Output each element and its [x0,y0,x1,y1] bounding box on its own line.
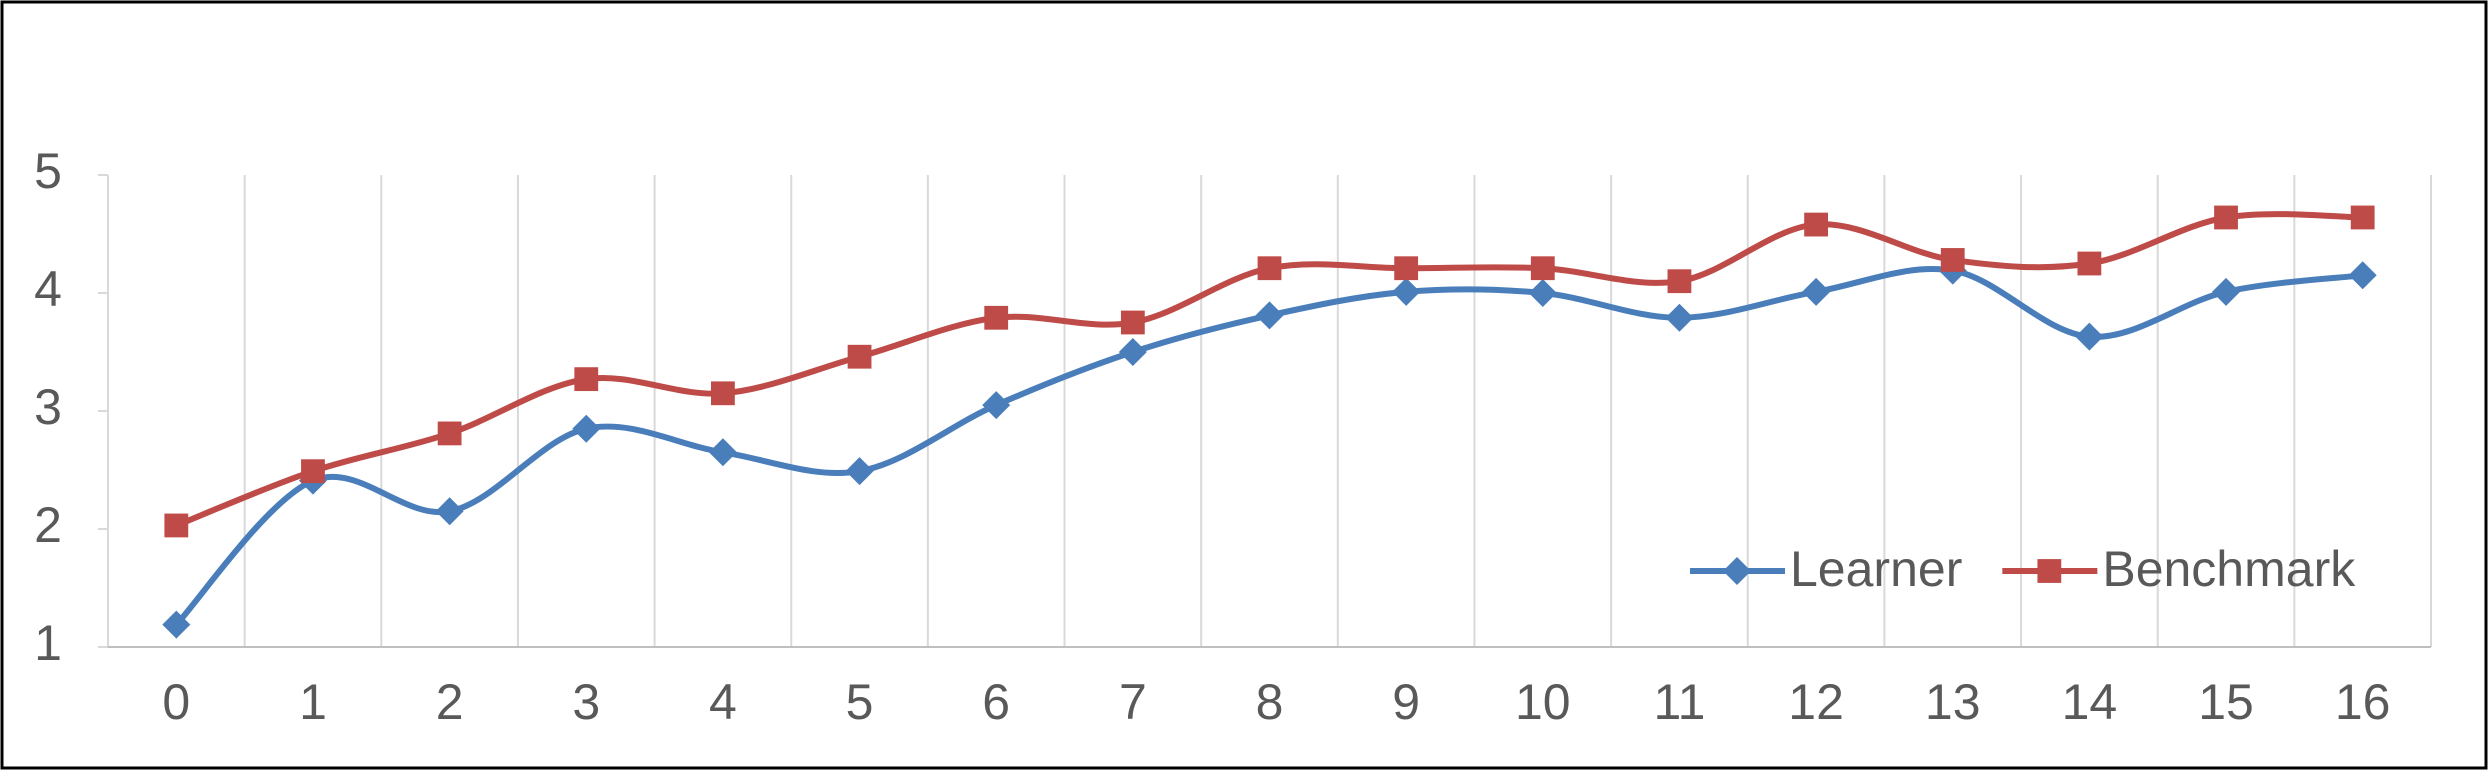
x-tick-label: 9 [1392,674,1420,730]
diamond-marker [1528,279,1557,307]
square-marker [847,344,872,369]
square-marker [1257,256,1282,281]
diamond-marker [1392,277,1421,306]
diamond-marker [1255,301,1284,330]
x-tick-label: 13 [1925,674,1981,730]
square-marker [164,513,189,538]
square-marker [437,421,462,446]
diamond-marker [1723,557,1751,585]
square-marker [1667,269,1692,294]
y-tick-label: 4 [34,261,62,317]
square-marker [1394,256,1419,281]
square-marker [1120,310,1145,335]
diamond-marker [435,497,464,526]
square-marker [574,367,599,392]
square-marker [301,459,325,484]
y-tick-label: 5 [34,143,62,199]
square-marker [2350,205,2375,230]
diamond-marker [2348,261,2377,290]
diamond-marker [2212,277,2241,306]
square-marker [2214,205,2238,230]
diamond-marker [1665,303,1694,332]
x-tick-label: 1 [299,674,327,730]
y-tick-label: 3 [34,379,62,435]
y-tick-label: 2 [34,497,62,553]
square-marker [1940,248,1965,272]
diamond-marker [2075,322,2104,351]
diamond-marker [1802,277,1831,306]
x-tick-label: 0 [162,674,190,730]
legend-label: Learner [1790,541,1962,597]
x-tick-label: 8 [1256,674,1284,730]
x-tick-label: 7 [1119,674,1147,730]
x-tick-label: 14 [2062,674,2118,730]
diamond-marker [572,414,601,443]
x-tick-label: 12 [1788,674,1844,730]
square-marker [2077,251,2102,276]
diamond-marker [1118,338,1147,366]
x-tick-label: 15 [2198,674,2254,730]
legend-label: Benchmark [2102,541,2356,597]
square-marker [711,381,735,406]
square-marker [2037,559,2062,583]
series-line [174,266,2364,627]
square-marker [1804,212,1828,237]
x-tick-label: 4 [709,674,737,730]
x-tick-label: 6 [982,674,1010,730]
diamond-marker [708,438,737,467]
x-tick-label: 2 [436,674,464,730]
y-tick-label: 1 [34,615,62,671]
square-marker [984,305,1009,330]
x-tick-label: 10 [1515,674,1571,730]
x-tick-label: 16 [2335,674,2391,730]
x-tick-label: 11 [1653,674,1705,730]
diamond-marker [162,610,191,639]
x-tick-label: 3 [572,674,600,730]
square-marker [1530,256,1555,281]
diamond-marker [982,391,1011,420]
x-tick-label: 5 [846,674,874,730]
diamond-marker [845,457,874,486]
